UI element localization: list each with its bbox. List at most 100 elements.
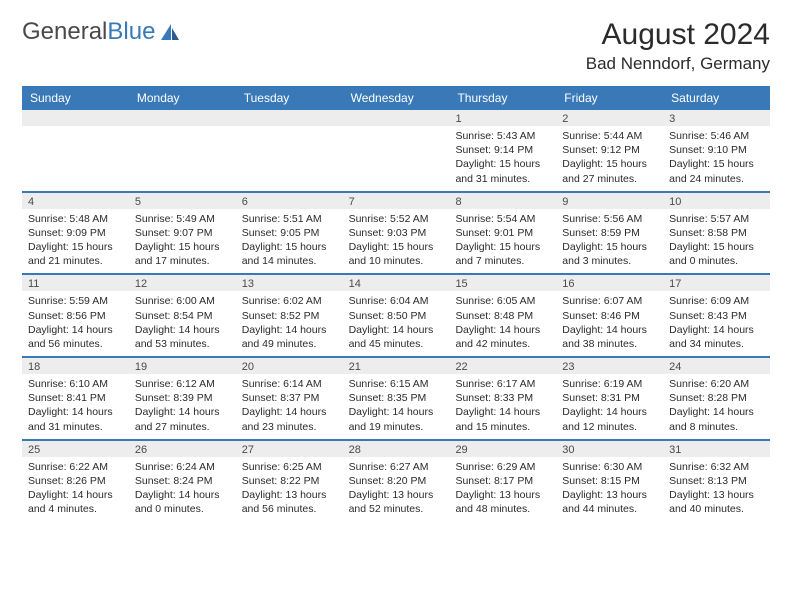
daylight-text: Daylight: 15 hours and 27 minutes. [562, 157, 657, 185]
sunset-text: Sunset: 8:37 PM [242, 391, 337, 405]
daylight-text: Daylight: 14 hours and 49 minutes. [242, 323, 337, 351]
day-cell: 5Sunrise: 5:49 AMSunset: 9:07 PMDaylight… [129, 193, 236, 274]
sunset-text: Sunset: 8:46 PM [562, 309, 657, 323]
day-body: Sunrise: 6:19 AMSunset: 8:31 PMDaylight:… [556, 374, 663, 439]
weekday-header: Tuesday [236, 86, 343, 110]
day-cell: 1Sunrise: 5:43 AMSunset: 9:14 PMDaylight… [449, 110, 556, 191]
sunset-text: Sunset: 8:39 PM [135, 391, 230, 405]
week-row: 4Sunrise: 5:48 AMSunset: 9:09 PMDaylight… [22, 193, 770, 276]
daylight-text: Daylight: 15 hours and 17 minutes. [135, 240, 230, 268]
week-row: 25Sunrise: 6:22 AMSunset: 8:26 PMDayligh… [22, 441, 770, 522]
sunrise-text: Sunrise: 6:10 AM [28, 377, 123, 391]
sunset-text: Sunset: 9:14 PM [455, 143, 550, 157]
sunrise-text: Sunrise: 6:24 AM [135, 460, 230, 474]
sunset-text: Sunset: 8:15 PM [562, 474, 657, 488]
day-number: 4 [22, 193, 129, 209]
day-number: 20 [236, 358, 343, 374]
daylight-text: Daylight: 14 hours and 42 minutes. [455, 323, 550, 351]
weekday-header: Saturday [663, 86, 770, 110]
day-number: 21 [343, 358, 450, 374]
logo-sail-icon [159, 22, 181, 42]
sunrise-text: Sunrise: 5:46 AM [669, 129, 764, 143]
daylight-text: Daylight: 14 hours and 4 minutes. [28, 488, 123, 516]
day-body: Sunrise: 6:25 AMSunset: 8:22 PMDaylight:… [236, 457, 343, 522]
sunrise-text: Sunrise: 6:14 AM [242, 377, 337, 391]
daylight-text: Daylight: 13 hours and 44 minutes. [562, 488, 657, 516]
sunset-text: Sunset: 9:05 PM [242, 226, 337, 240]
day-number: 11 [22, 275, 129, 291]
logo: GeneralBlue [22, 18, 181, 46]
sunset-text: Sunset: 8:33 PM [455, 391, 550, 405]
sunset-text: Sunset: 8:17 PM [455, 474, 550, 488]
daylight-text: Daylight: 13 hours and 40 minutes. [669, 488, 764, 516]
day-number: 6 [236, 193, 343, 209]
day-body: Sunrise: 6:15 AMSunset: 8:35 PMDaylight:… [343, 374, 450, 439]
sunrise-text: Sunrise: 6:20 AM [669, 377, 764, 391]
logo-text-blue: Blue [107, 18, 155, 46]
location-subtitle: Bad Nenndorf, Germany [586, 54, 770, 74]
sunset-text: Sunset: 8:58 PM [669, 226, 764, 240]
daylight-text: Daylight: 14 hours and 53 minutes. [135, 323, 230, 351]
day-cell: 28Sunrise: 6:27 AMSunset: 8:20 PMDayligh… [343, 441, 450, 522]
daylight-text: Daylight: 14 hours and 23 minutes. [242, 405, 337, 433]
day-cell: 9Sunrise: 5:56 AMSunset: 8:59 PMDaylight… [556, 193, 663, 274]
day-cell: 19Sunrise: 6:12 AMSunset: 8:39 PMDayligh… [129, 358, 236, 439]
day-number: 31 [663, 441, 770, 457]
day-number: 2 [556, 110, 663, 126]
day-number: 30 [556, 441, 663, 457]
day-body: Sunrise: 6:29 AMSunset: 8:17 PMDaylight:… [449, 457, 556, 522]
sunset-text: Sunset: 8:31 PM [562, 391, 657, 405]
day-body: Sunrise: 5:48 AMSunset: 9:09 PMDaylight:… [22, 209, 129, 274]
daylight-text: Daylight: 15 hours and 24 minutes. [669, 157, 764, 185]
day-cell: 13Sunrise: 6:02 AMSunset: 8:52 PMDayligh… [236, 275, 343, 356]
day-number [22, 110, 129, 126]
weekday-header: Monday [129, 86, 236, 110]
day-cell: 8Sunrise: 5:54 AMSunset: 9:01 PMDaylight… [449, 193, 556, 274]
calendar-grid: SundayMondayTuesdayWednesdayThursdayFrid… [22, 86, 770, 521]
day-cell: 3Sunrise: 5:46 AMSunset: 9:10 PMDaylight… [663, 110, 770, 191]
daylight-text: Daylight: 14 hours and 45 minutes. [349, 323, 444, 351]
page-header: GeneralBlue August 2024 Bad Nenndorf, Ge… [22, 18, 770, 74]
sunrise-text: Sunrise: 5:52 AM [349, 212, 444, 226]
day-cell: 27Sunrise: 6:25 AMSunset: 8:22 PMDayligh… [236, 441, 343, 522]
daylight-text: Daylight: 15 hours and 10 minutes. [349, 240, 444, 268]
day-cell [22, 110, 129, 191]
daylight-text: Daylight: 14 hours and 31 minutes. [28, 405, 123, 433]
sunset-text: Sunset: 8:20 PM [349, 474, 444, 488]
day-number: 27 [236, 441, 343, 457]
day-body: Sunrise: 6:04 AMSunset: 8:50 PMDaylight:… [343, 291, 450, 356]
day-number: 16 [556, 275, 663, 291]
title-block: August 2024 Bad Nenndorf, Germany [586, 18, 770, 74]
day-body: Sunrise: 6:05 AMSunset: 8:48 PMDaylight:… [449, 291, 556, 356]
week-row: 11Sunrise: 5:59 AMSunset: 8:56 PMDayligh… [22, 275, 770, 358]
day-body: Sunrise: 6:10 AMSunset: 8:41 PMDaylight:… [22, 374, 129, 439]
day-body: Sunrise: 5:56 AMSunset: 8:59 PMDaylight:… [556, 209, 663, 274]
sunrise-text: Sunrise: 6:12 AM [135, 377, 230, 391]
day-body: Sunrise: 6:00 AMSunset: 8:54 PMDaylight:… [129, 291, 236, 356]
sunrise-text: Sunrise: 5:49 AM [135, 212, 230, 226]
day-cell: 30Sunrise: 6:30 AMSunset: 8:15 PMDayligh… [556, 441, 663, 522]
day-cell: 29Sunrise: 6:29 AMSunset: 8:17 PMDayligh… [449, 441, 556, 522]
daylight-text: Daylight: 13 hours and 56 minutes. [242, 488, 337, 516]
logo-text-gray: General [22, 18, 107, 46]
day-cell: 23Sunrise: 6:19 AMSunset: 8:31 PMDayligh… [556, 358, 663, 439]
day-number: 29 [449, 441, 556, 457]
day-cell: 26Sunrise: 6:24 AMSunset: 8:24 PMDayligh… [129, 441, 236, 522]
day-number: 14 [343, 275, 450, 291]
day-number: 17 [663, 275, 770, 291]
daylight-text: Daylight: 14 hours and 27 minutes. [135, 405, 230, 433]
day-number: 28 [343, 441, 450, 457]
day-cell: 16Sunrise: 6:07 AMSunset: 8:46 PMDayligh… [556, 275, 663, 356]
day-body: Sunrise: 6:32 AMSunset: 8:13 PMDaylight:… [663, 457, 770, 522]
day-cell: 14Sunrise: 6:04 AMSunset: 8:50 PMDayligh… [343, 275, 450, 356]
day-cell: 22Sunrise: 6:17 AMSunset: 8:33 PMDayligh… [449, 358, 556, 439]
day-body: Sunrise: 6:27 AMSunset: 8:20 PMDaylight:… [343, 457, 450, 522]
day-body: Sunrise: 6:02 AMSunset: 8:52 PMDaylight:… [236, 291, 343, 356]
day-number: 26 [129, 441, 236, 457]
day-body: Sunrise: 6:20 AMSunset: 8:28 PMDaylight:… [663, 374, 770, 439]
day-cell [343, 110, 450, 191]
day-number: 10 [663, 193, 770, 209]
day-number: 8 [449, 193, 556, 209]
sunrise-text: Sunrise: 6:00 AM [135, 294, 230, 308]
sunset-text: Sunset: 9:03 PM [349, 226, 444, 240]
